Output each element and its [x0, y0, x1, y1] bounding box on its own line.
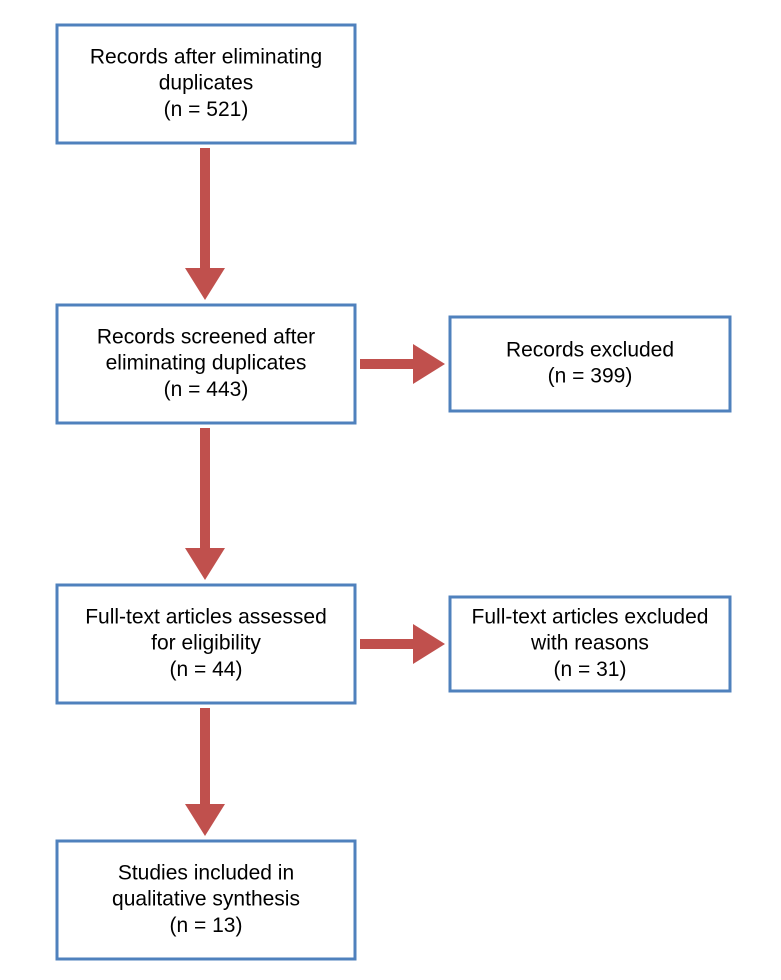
node-dedup-line-0: Records after eliminating — [90, 45, 322, 68]
node-screened-line-2: (n = 443) — [164, 378, 249, 401]
node-dedup-line-1: duplicates — [159, 72, 254, 95]
node-screened: Records screened after eliminating duplic… — [57, 305, 355, 423]
node-excluded1: Records excluded (n = 399) — [450, 317, 730, 411]
node-fulltext-line-2: (n = 44) — [170, 658, 243, 681]
node-dedup-line-2: (n = 521) — [164, 98, 249, 121]
node-fulltext: Full-text articles assessed for eligibili… — [57, 585, 355, 703]
node-included: Studies included in qualitative synthesis… — [57, 841, 355, 959]
node-excluded2-line-0: Full-text articles excluded — [472, 605, 709, 628]
node-included-line-1: qualitative synthesis — [112, 888, 300, 911]
flowchart: Records after eliminating duplicates (n = … — [0, 0, 781, 980]
node-fulltext-line-1: for eligibility — [151, 632, 261, 655]
node-included-line-0: Studies included in — [118, 861, 294, 884]
node-fulltext-line-0: Full-text articles assessed — [85, 605, 327, 628]
node-excluded1-line-1: (n = 399) — [548, 365, 633, 388]
node-screened-line-0: Records screened after — [97, 325, 315, 348]
node-excluded2: Full-text articles excluded with reasons (… — [450, 597, 730, 691]
node-excluded2-line-1: with reasons — [530, 632, 649, 655]
node-excluded2-line-2: (n = 31) — [554, 658, 627, 681]
node-included-line-2: (n = 13) — [170, 914, 243, 937]
node-dedup: Records after eliminating duplicates (n = … — [57, 25, 355, 143]
node-excluded1-line-0: Records excluded — [506, 338, 674, 361]
node-screened-line-1: eliminating duplicates — [106, 352, 307, 375]
